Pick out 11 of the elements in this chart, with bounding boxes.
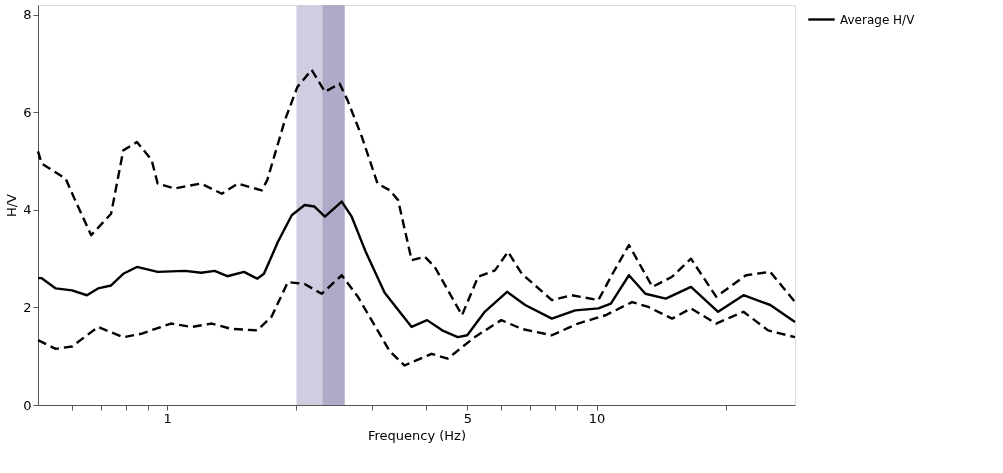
y-tick-label: 2	[23, 299, 32, 315]
y-axis-title: H/V	[4, 193, 20, 218]
y-tick-label: 8	[23, 7, 32, 23]
x-tick-label: 1	[163, 410, 172, 426]
x-tick-label: 5	[463, 410, 472, 426]
y-tick-label: 4	[23, 202, 32, 218]
y-tick-label: 0	[23, 397, 32, 413]
x-axis-title: Frequency (Hz)	[367, 427, 467, 443]
legend-label: Average H/V	[840, 12, 916, 27]
x-tick-label: 10	[588, 410, 606, 426]
y-tick-label: 6	[23, 104, 32, 120]
